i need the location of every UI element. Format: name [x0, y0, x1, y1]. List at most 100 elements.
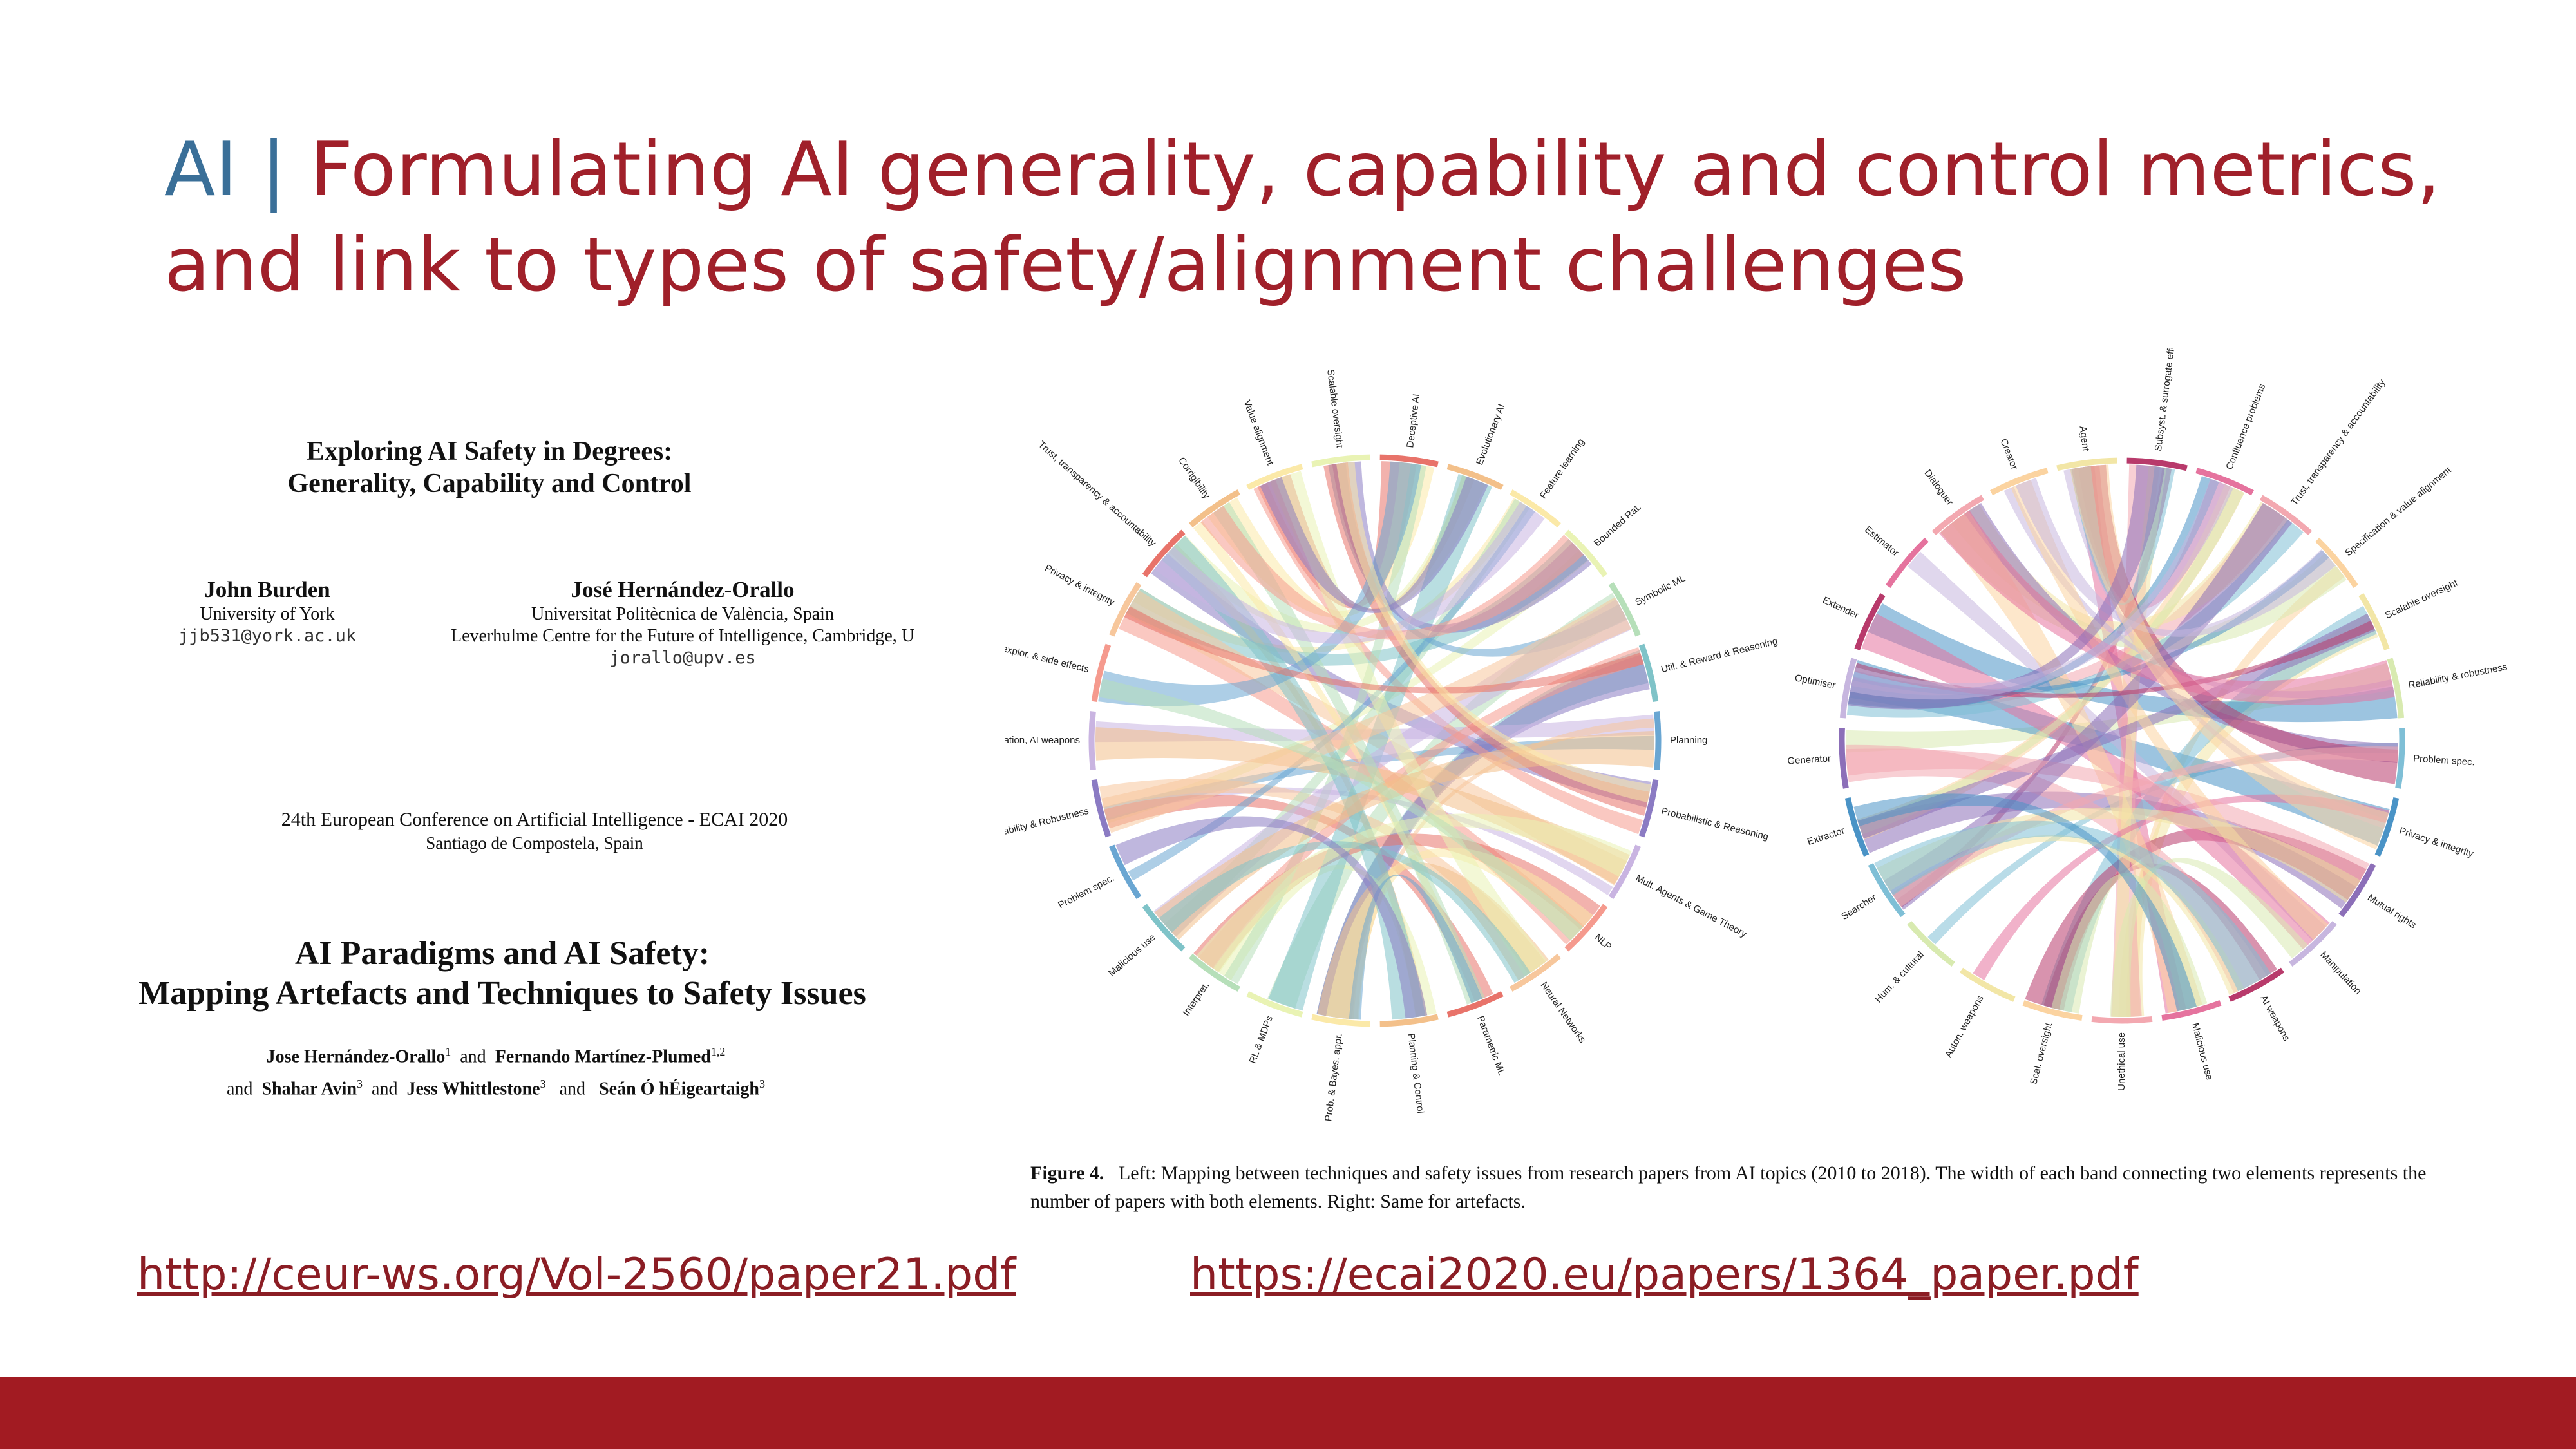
paper2-authors-line1: Jose Hernández-Orallo1 and Fernando Mart… — [129, 1038, 863, 1070]
left-chord-ribbon — [1099, 679, 1584, 941]
paper2-author-b-sup: 1,2 — [710, 1045, 726, 1058]
paper2-link[interactable]: https://ecai2020.eu/papers/1364_paper.pd… — [1190, 1249, 2139, 1300]
right-chord-ribbon — [1892, 746, 2398, 907]
title-separator: | — [261, 126, 287, 213]
paper2-author-a-sup: 1 — [445, 1045, 451, 1058]
left-chord-ribbon — [1260, 476, 1488, 613]
slide-title: AI | Formulating AI generality, capabili… — [164, 122, 2483, 313]
caption-label: Figure 4. — [1030, 1162, 1104, 1184]
right-chord-sector-arc — [2289, 921, 2337, 967]
left-chord-sector-label: Manipulation, AI weapons — [1005, 735, 1080, 746]
right-chord-sector-label: Privacy & integrity — [2398, 825, 2475, 859]
paper2-author-a: Jose Hernández-Orallo — [266, 1046, 446, 1067]
left-chord-sector-label: Prob. & Bayes. appr. — [1323, 1033, 1344, 1122]
left-chord-sector-label: NLP — [1593, 932, 1614, 952]
paper1-link[interactable]: http://ceur-ws.org/Vol-2560/paper21.pdf — [137, 1249, 1016, 1300]
paper2-title-line2: Mapping Artefacts and Techniques to Safe… — [138, 975, 866, 1012]
right-chord-sector-arc — [1854, 593, 1886, 650]
right-chord-sector-arc — [1839, 728, 1849, 789]
paper2-authors-line2: and Shahar Avin3 and Jess Whittlestone3 … — [129, 1070, 863, 1103]
paper1-author2: José Hernández-Orallo Universitat Politè… — [412, 576, 953, 669]
right-chord-sector-label: Estimator — [1862, 524, 1901, 558]
left-chord-sector-arc — [1638, 643, 1659, 702]
left-chord-sector-arc — [1379, 454, 1439, 468]
left-chord-diagram: Deceptive AI Evolutionary AI Feature learn… — [1005, 369, 1779, 1122]
left-chord-sector-arc — [1091, 643, 1112, 702]
caption-text: Left: Mapping between techniques and saf… — [1030, 1162, 2427, 1212]
left-chord-sector-label: Problem spec. — [1056, 873, 1116, 911]
author2-email: jorallo@upv.es — [609, 648, 756, 668]
left-chord-sector-arc — [1091, 779, 1112, 838]
paper2-and: and — [372, 1079, 398, 1099]
left-chord-sector-arc — [1379, 1014, 1439, 1027]
left-chord-ribbon — [1154, 502, 1545, 644]
author1-name: John Burden — [204, 577, 330, 602]
right-chord-sector-arc — [2259, 495, 2313, 536]
right-chord-sector-label: Dialoguer — [1922, 468, 1956, 507]
left-chord-ribbon — [1200, 506, 1584, 641]
right-chord-sector-arc — [1959, 967, 2016, 1002]
right-chord-sector-arc — [1839, 658, 1857, 719]
left-chord-sector-label: Trust, transparency & accountability — [1036, 439, 1159, 549]
left-chord-sector-arc — [1608, 844, 1641, 900]
left-chord-sector-arc — [1638, 779, 1659, 838]
right-chord-sector-arc — [2315, 537, 2358, 589]
left-chord-sector-label: Bounded Rat. — [1592, 502, 1643, 549]
left-chord-ribbon — [1119, 605, 1584, 945]
left-chord-ribbon — [1196, 813, 1632, 973]
right-chord-sector-label: Confluence problems — [2224, 383, 2268, 471]
left-chord-sector-arc — [1109, 844, 1142, 900]
left-chord-sector-label: Evolutionary AI — [1474, 402, 1507, 467]
left-chord-sector-label: Planning & Control — [1405, 1033, 1426, 1114]
right-chord-sector-label: Specification & value alignment — [2343, 464, 2454, 559]
right-chord-ribbon — [1846, 748, 2370, 887]
left-chord-sector-arc — [1189, 953, 1240, 992]
paper2-author-d-sup: 3 — [540, 1077, 546, 1091]
right-chord-sector-label: Malicious use — [2190, 1022, 2215, 1081]
left-chord-sector-arc — [1510, 489, 1561, 528]
left-chord-sector-label: Malicious use — [1106, 932, 1157, 979]
left-chord-sector-label: Symbolic ML — [1633, 573, 1687, 608]
left-chord-ribbon — [1154, 730, 1654, 940]
paper2-author-b: Fernando Martínez-Plumed — [495, 1046, 711, 1067]
left-chord-sector-arc — [1608, 582, 1641, 637]
left-chord-sector-arc — [1446, 991, 1504, 1018]
right-chord-sector-label: Optimiser — [1794, 672, 1836, 691]
right-chord-sector-arc — [2056, 457, 2117, 471]
title-prefix: AI — [164, 126, 238, 213]
right-chord-sector-label: Scalable oversight — [2383, 577, 2460, 621]
right-chord-sector-label: Extractor — [1806, 825, 1846, 848]
left-chord-ribbon — [1159, 841, 1531, 983]
chord-diagrams-figure: Deceptive AI Evolutionary AI Feature learn… — [1005, 348, 2508, 1122]
left-chord-sector-arc — [1142, 529, 1186, 578]
conference-line2: Santiago de Compostela, Spain — [426, 833, 643, 853]
right-chord-sector-label: Generator — [1787, 753, 1831, 766]
right-chord-sector-arc — [1868, 863, 1906, 918]
right-chord-ribbon — [1939, 510, 2395, 705]
left-chord-sector-arc — [1564, 904, 1608, 952]
left-chord-sector-label: Planning — [1670, 735, 1707, 746]
paper2-and: and — [227, 1079, 253, 1099]
right-chord-sector-label: Manipulation — [2318, 949, 2363, 997]
left-chord-ribbon — [1095, 726, 1630, 885]
right-chord-sector-arc — [1990, 468, 2049, 496]
right-chord-sector-arc — [2338, 863, 2376, 918]
paper2-author-e-sup: 3 — [759, 1077, 765, 1091]
left-chord-sector-label: Parametric ML — [1475, 1014, 1507, 1077]
right-chord-sector-label: Trust, transparency & accountability — [2289, 377, 2388, 507]
right-chord-ribbon — [1853, 793, 2197, 1012]
left-chord-sector-arc — [1109, 582, 1142, 637]
left-chord-sector-label: Privacy & integrity — [1043, 562, 1117, 608]
right-chord-ribbon — [2070, 466, 2175, 605]
right-chord-diagram: Subsyst. & surrogate effects Confluence p… — [1787, 348, 2508, 1091]
right-chord-sector-label: AI weapons — [2258, 994, 2292, 1043]
left-chord-ribbon — [1115, 816, 1428, 1019]
right-chord-ribbon — [1857, 613, 2376, 839]
paper1-author1: John Burden University of York jjb531@yo… — [142, 576, 393, 647]
paper2-authors: Jose Hernández-Orallo1 and Fernando Mart… — [129, 1038, 863, 1103]
right-chord-sector-label: Searcher — [1839, 892, 1879, 922]
right-chord-sector-arc — [2161, 999, 2222, 1021]
author1-affiliation: University of York — [200, 604, 335, 624]
paper2-and: and — [559, 1079, 586, 1099]
left-chord-sector-label: Reliability & Robustness — [1005, 806, 1090, 841]
